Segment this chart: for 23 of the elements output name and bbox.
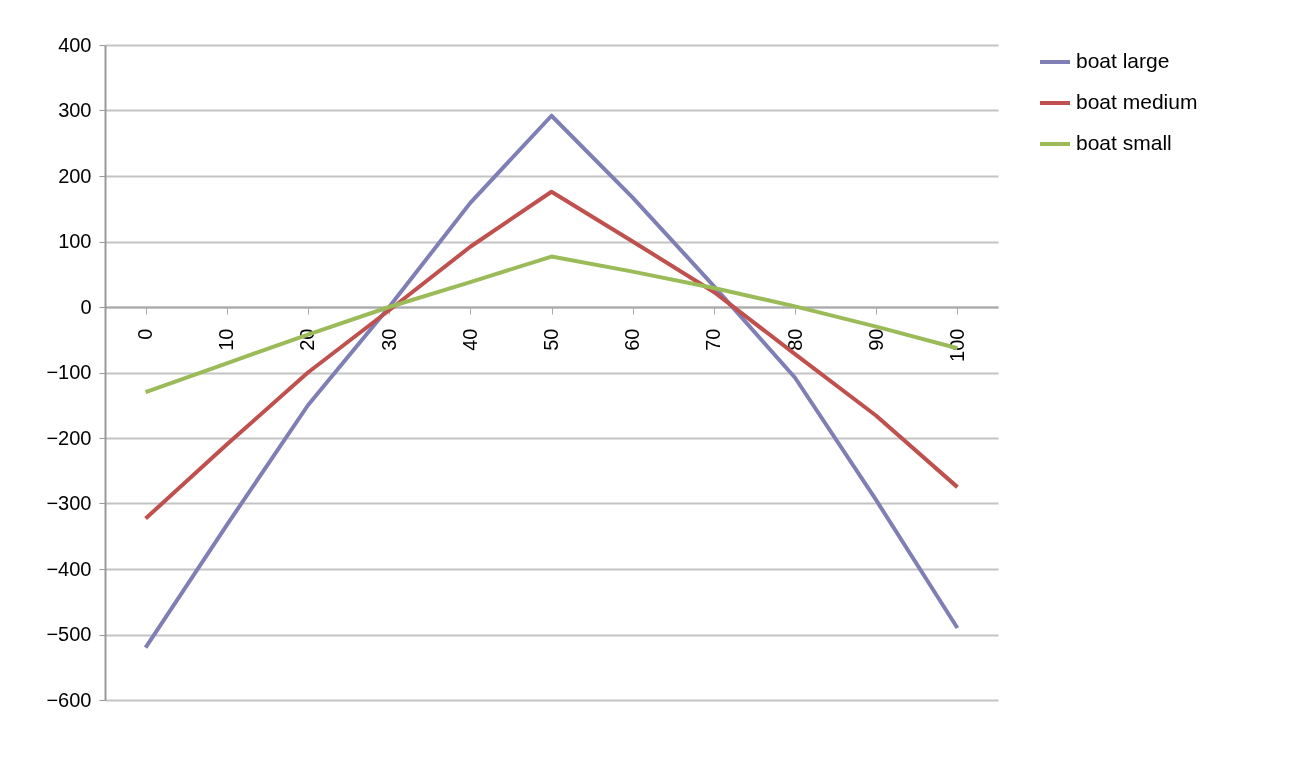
x-tick-label: 80 (783, 328, 806, 351)
y-tick-label: −500 (46, 623, 92, 645)
x-tick-label: 50 (540, 328, 562, 351)
legend-label: boat medium (1076, 90, 1198, 113)
y-tick-label: −200 (46, 426, 92, 449)
y-tick-label: −100 (46, 361, 92, 383)
y-tick-label: 300 (58, 99, 92, 121)
legend-label: boat small (1076, 131, 1172, 154)
y-tick-label: 400 (58, 33, 92, 56)
x-tick-label: 30 (377, 328, 400, 351)
y-tick-label: −600 (46, 688, 92, 711)
x-tick-label: 60 (621, 328, 644, 351)
y-tick-label: 100 (58, 230, 92, 252)
x-tick-label: 10 (215, 328, 238, 351)
y-tick-label: 0 (80, 295, 92, 318)
legend-label: boat large (1076, 49, 1170, 72)
y-tick-label: −400 (46, 557, 92, 580)
x-tick-label: 90 (864, 328, 887, 351)
y-tick-label: −300 (46, 492, 92, 514)
x-tick-label: 0 (134, 328, 157, 340)
x-tick-label: 40 (458, 328, 481, 351)
x-tick-label: 70 (702, 328, 725, 351)
y-tick-label: 200 (58, 164, 92, 187)
